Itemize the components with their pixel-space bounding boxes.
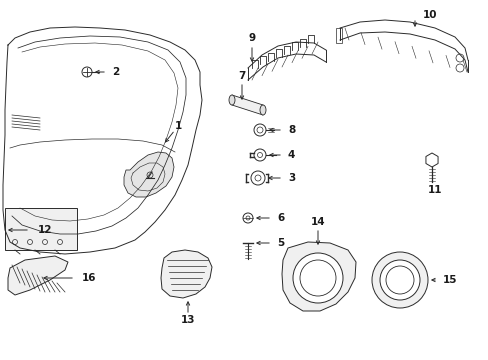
- Text: 4: 4: [287, 150, 295, 160]
- Text: 5: 5: [276, 238, 284, 248]
- Text: 6: 6: [276, 213, 284, 223]
- Polygon shape: [8, 256, 68, 295]
- Text: 8: 8: [287, 125, 295, 135]
- Text: 2: 2: [112, 67, 119, 77]
- Text: 14: 14: [310, 217, 325, 227]
- Polygon shape: [282, 242, 355, 311]
- Text: 3: 3: [287, 173, 295, 183]
- Text: 10: 10: [422, 10, 436, 20]
- Text: 12: 12: [38, 225, 52, 235]
- Bar: [335, 28, 341, 43]
- Ellipse shape: [228, 95, 235, 105]
- Text: 7: 7: [238, 71, 245, 81]
- Bar: [5, 208, 77, 250]
- Text: 11: 11: [427, 185, 441, 195]
- Circle shape: [371, 252, 427, 308]
- Text: 9: 9: [248, 33, 255, 43]
- Circle shape: [292, 253, 342, 303]
- Circle shape: [379, 260, 419, 300]
- Text: 16: 16: [82, 273, 96, 283]
- Ellipse shape: [260, 105, 265, 115]
- Text: 13: 13: [181, 315, 195, 325]
- Text: 15: 15: [442, 275, 457, 285]
- Text: 1: 1: [174, 121, 181, 131]
- Polygon shape: [161, 250, 212, 298]
- Polygon shape: [124, 152, 174, 197]
- Polygon shape: [231, 95, 263, 115]
